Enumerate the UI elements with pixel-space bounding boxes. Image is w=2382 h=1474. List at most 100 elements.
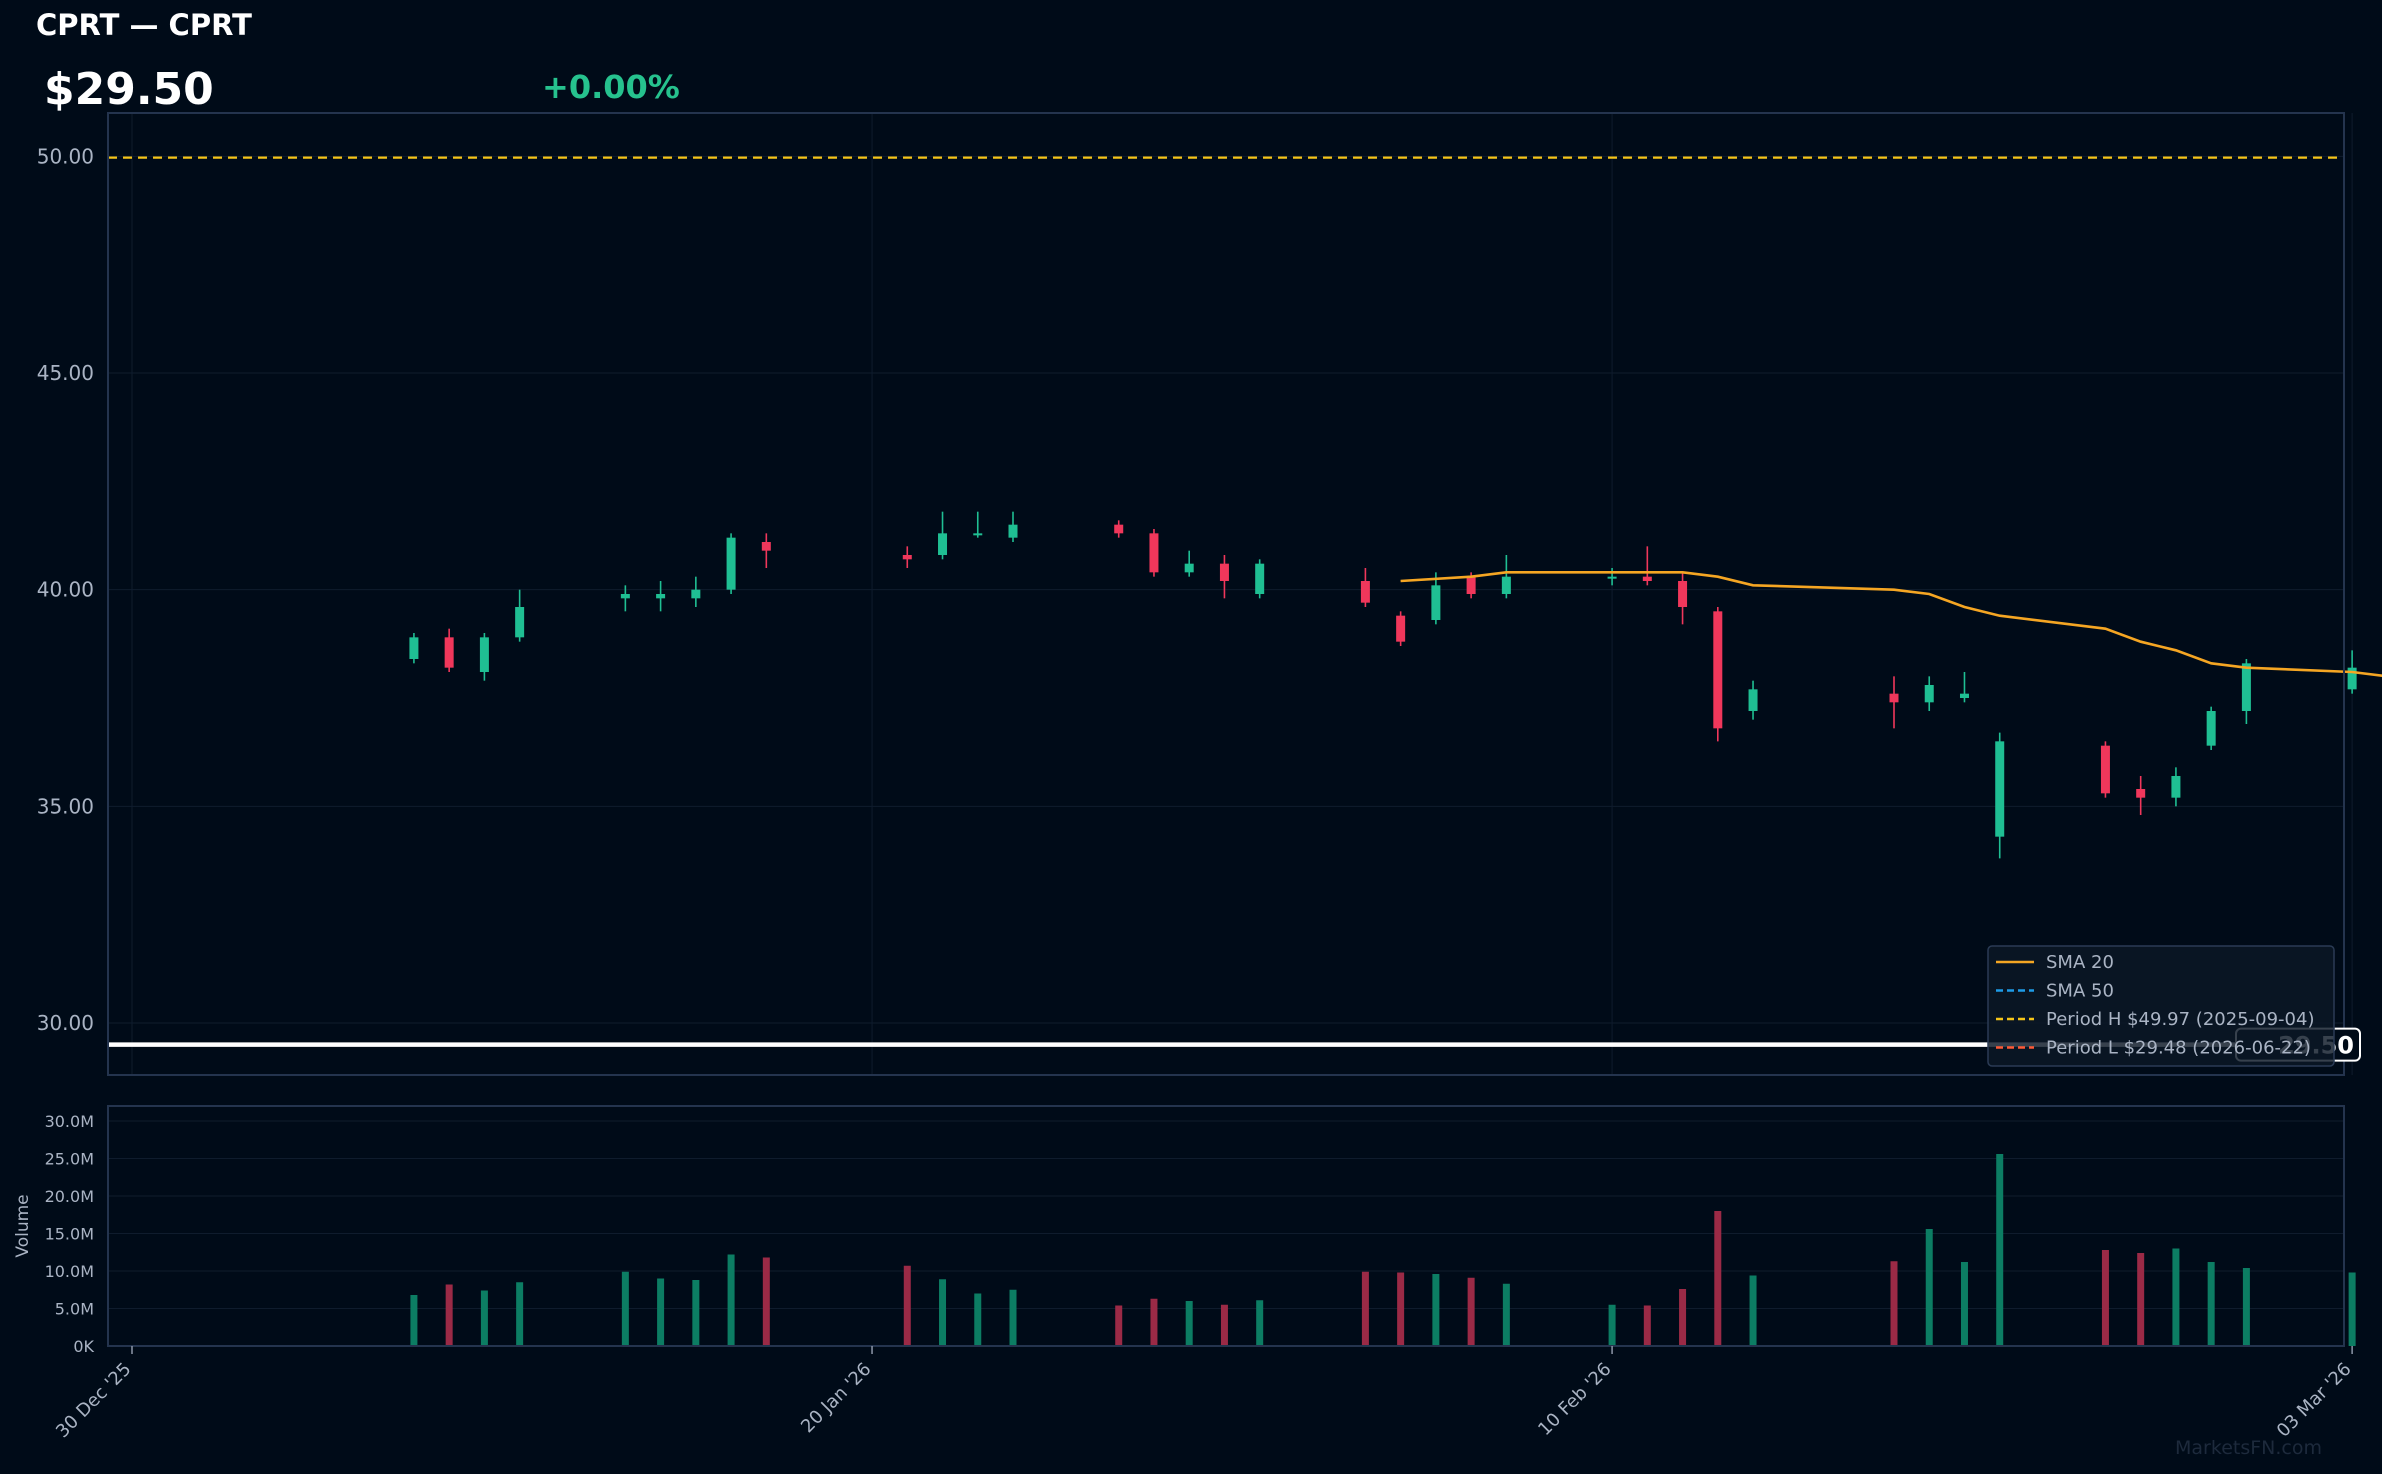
legend-label: SMA 50	[2046, 981, 2114, 1002]
candle-body	[1678, 581, 1688, 607]
volume-tick-label: 20.0M	[45, 1187, 94, 1206]
volume-bar	[1432, 1274, 1440, 1346]
price-panel-frame	[107, 112, 2345, 1076]
volume-tick-label: 30.0M	[45, 1112, 94, 1131]
candle-body	[973, 533, 983, 536]
candle-body	[1184, 563, 1194, 573]
price-tick-label: 30.00	[37, 1011, 94, 1035]
candle-body	[1501, 576, 1511, 594]
volume-bar	[939, 1279, 947, 1346]
volume-bar	[1996, 1154, 2004, 1346]
sma-20-line	[1400, 571, 2382, 677]
candle-body	[1607, 576, 1617, 579]
price-tick-label: 40.00	[37, 578, 94, 602]
volume-axis-label: Volume	[13, 1194, 33, 1257]
candle-body	[1114, 524, 1124, 534]
volume-bar	[445, 1284, 453, 1346]
volume-bar	[727, 1254, 735, 1346]
candle-body	[515, 607, 525, 638]
volume-bar	[1925, 1229, 1933, 1346]
candle-body	[479, 637, 489, 672]
date-tick-label: 10 Feb '26	[1534, 1359, 1615, 1440]
candle-body	[409, 637, 419, 659]
candle-body	[2100, 745, 2110, 794]
volume-bar	[1115, 1305, 1123, 1346]
candle-body	[620, 594, 630, 599]
volume-tick-label: 5.0M	[55, 1300, 94, 1319]
volume-bar	[2101, 1250, 2109, 1346]
price-tick-label: 35.00	[37, 794, 94, 818]
price-change: +0.00%	[542, 68, 680, 106]
volume-bar	[1714, 1211, 1722, 1346]
volume-bar	[1185, 1301, 1193, 1346]
candle-body	[691, 589, 701, 599]
volume-bar	[410, 1295, 418, 1346]
candle-body	[1008, 524, 1018, 538]
volume-tick-label: 25.0M	[45, 1150, 94, 1169]
volume-tick-label: 0K	[73, 1337, 94, 1356]
candle-body	[1360, 581, 1370, 603]
watermark: MarketsFN.com	[2175, 1437, 2322, 1459]
volume-bar	[2348, 1272, 2356, 1346]
date-tick-label: 03 Mar '26	[2273, 1359, 2356, 1442]
candle-body	[938, 533, 948, 555]
volume-bars	[410, 1154, 2356, 1346]
candle-body	[1748, 689, 1758, 711]
volume-bar	[1608, 1304, 1616, 1346]
volume-bar	[1397, 1272, 1405, 1346]
candle-body	[1889, 693, 1899, 703]
candle-body	[1396, 615, 1406, 642]
volume-bar	[2207, 1262, 2215, 1346]
volume-bar	[1220, 1304, 1228, 1346]
volume-bar	[903, 1265, 911, 1346]
candle-body	[2206, 711, 2216, 746]
legend-label: Period L $29.48 (2026-06-22)	[2046, 1038, 2311, 1059]
price-axis: 30.00 35.00 40.00 45.00 50.00	[37, 144, 94, 1035]
volume-tick-label: 10.0M	[45, 1262, 94, 1281]
candle-body	[1924, 685, 1934, 703]
volume-bar	[621, 1271, 629, 1346]
volume-bar	[1361, 1271, 1369, 1346]
price-tick-label: 50.00	[37, 144, 94, 168]
candle-body	[1255, 563, 1265, 594]
candle-body	[1219, 563, 1229, 581]
volume-bar	[1890, 1261, 1898, 1346]
volume-bar	[1256, 1300, 1264, 1346]
volume-bar	[1679, 1289, 1687, 1346]
candle-body	[656, 594, 666, 599]
candle-body	[1466, 576, 1476, 594]
candle-body	[2347, 667, 2357, 690]
legend-box	[1987, 945, 2335, 1067]
current-price: $29.50	[44, 64, 214, 115]
volume-bar	[1009, 1289, 1017, 1346]
volume-bar	[516, 1282, 524, 1346]
candle-body	[726, 537, 736, 590]
candle-body	[761, 542, 771, 551]
date-tick-label: 20 Jan '26	[797, 1359, 875, 1437]
candle-body	[1642, 576, 1652, 581]
volume-bar	[1960, 1262, 1968, 1346]
volume-axis: 0K 5.0M 10.0M 15.0M 20.0M 25.0M 30.0M	[45, 1112, 95, 1356]
legend-label: SMA 20	[2046, 952, 2114, 973]
price-gridlines	[108, 113, 2353, 1075]
chart-title: CPRT — CPRT	[36, 8, 252, 42]
volume-bar	[692, 1280, 700, 1346]
volume-bar	[2137, 1253, 2145, 1346]
candle-body	[444, 637, 454, 668]
volume-bar	[1502, 1283, 1510, 1346]
volume-bar	[1150, 1298, 1158, 1346]
volume-bar	[2172, 1248, 2180, 1346]
candle-body	[2171, 776, 2181, 798]
candle-body	[2241, 663, 2251, 711]
chart-legend: SMA 20 SMA 50 Period H $49.97 (2025-09-04)…	[1987, 945, 2335, 1067]
candle-body	[1431, 585, 1441, 620]
candle-body	[1995, 741, 2005, 837]
volume-bar	[480, 1290, 488, 1346]
candle-body	[1149, 533, 1159, 573]
volume-bar	[2242, 1268, 2250, 1346]
volume-tick-label: 15.0M	[45, 1225, 94, 1244]
candle-body	[1713, 611, 1723, 729]
date-tick-label: 30 Dec '25	[52, 1359, 135, 1442]
legend-label: Period H $49.97 (2025-09-04)	[2046, 1009, 2314, 1030]
